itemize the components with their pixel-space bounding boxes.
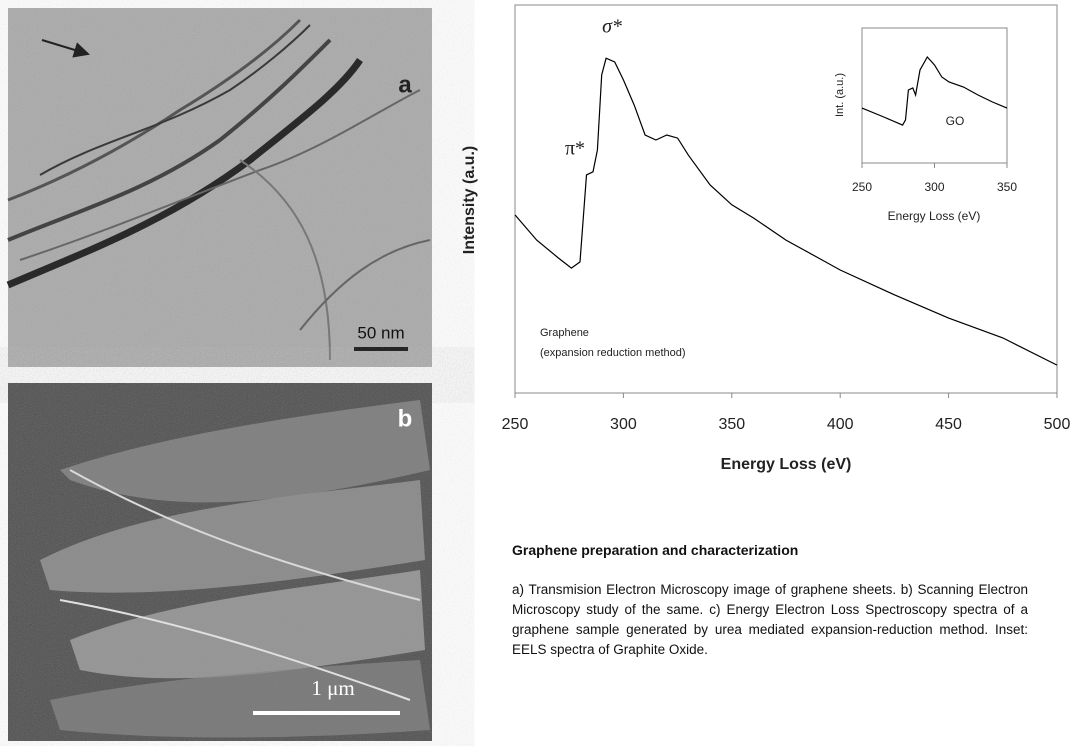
y-axis-label: Int. (a.u.) xyxy=(834,73,846,117)
y-axis-label: Intensity (a.u.) xyxy=(461,146,478,254)
annotation: (expansion reduction method) xyxy=(540,347,686,359)
plot-frame xyxy=(862,28,1007,163)
scale-bar-label: 1 μm xyxy=(311,676,354,700)
annotation: π* xyxy=(565,138,585,160)
x-axis-label: Energy Loss (eV) xyxy=(888,209,981,223)
x-tick-label: 400 xyxy=(827,416,854,433)
tem-image: a 50 nm xyxy=(8,8,432,367)
x-tick-label: 300 xyxy=(610,416,637,433)
x-tick-label: 500 xyxy=(1044,416,1071,433)
caption-title: Graphene preparation and characterizatio… xyxy=(512,540,1028,560)
panel-label: a xyxy=(398,71,412,98)
x-tick-label: 300 xyxy=(924,180,944,194)
plot-frame xyxy=(515,5,1057,393)
x-tick-label: 450 xyxy=(935,416,962,433)
caption-text: a) Transmision Electron Microscopy image… xyxy=(512,580,1028,660)
sem-image: b 1 μm xyxy=(8,383,432,741)
x-tick-label: 250 xyxy=(502,416,529,433)
panel-label: b xyxy=(398,405,413,432)
x-tick-label: 350 xyxy=(718,416,745,433)
annotation: σ* xyxy=(602,16,622,38)
x-tick-label: 250 xyxy=(852,180,872,194)
annotation: Graphene xyxy=(540,327,589,339)
x-tick-label: 350 xyxy=(997,180,1017,194)
x-axis-label: Energy Loss (eV) xyxy=(721,456,852,473)
annotation: GO xyxy=(946,114,965,128)
page: a 50 nm b 1 μm 250 300 350 400 450 500 Energy … xyxy=(0,0,1081,746)
spectrum-line xyxy=(862,57,1007,125)
caption: Graphene preparation and characterizatio… xyxy=(512,540,1028,660)
scale-bar-label: 50 nm xyxy=(357,323,404,342)
